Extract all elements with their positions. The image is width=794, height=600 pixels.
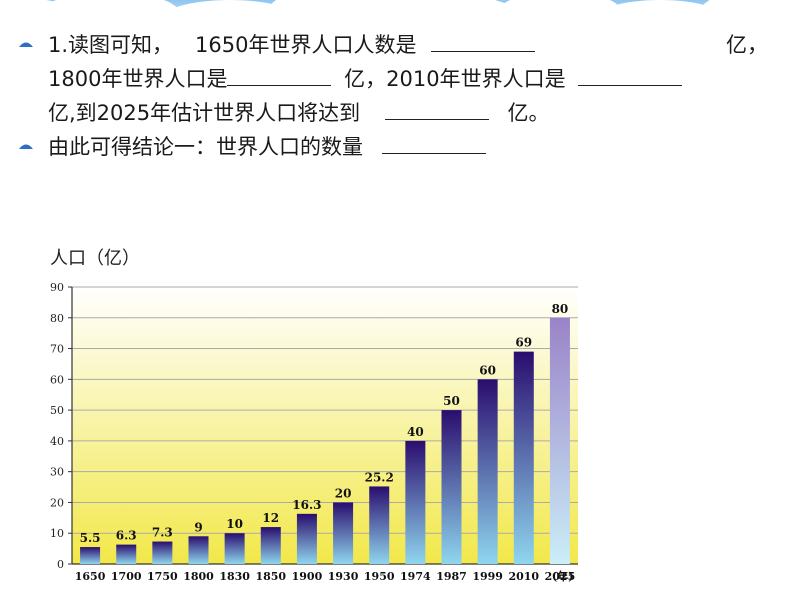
x-tick-label-1750: 1750	[147, 570, 178, 583]
q1-2010-label: 亿，2010年世界人口是	[344, 67, 566, 91]
data-label-2010: 69	[515, 336, 532, 350]
data-label-1800: 9	[194, 520, 202, 534]
x-tick-label-2010: 2010	[508, 570, 539, 583]
data-label-1974: 40	[407, 425, 424, 439]
x-tick-label-1999: 1999	[472, 570, 503, 583]
blank-2025[interactable]	[384, 97, 489, 120]
x-tick-label-1987: 1987	[436, 570, 467, 583]
data-label-1750: 7.3	[152, 526, 173, 540]
plot-background	[72, 287, 578, 564]
q1-intro: 1.读图可知，	[48, 33, 174, 57]
bar-1750	[152, 541, 173, 564]
data-label-1930: 20	[335, 486, 352, 500]
unit-yi-3: 亿。	[507, 101, 550, 125]
y-tick-label: 90	[50, 281, 64, 294]
bar-1930	[333, 502, 354, 564]
y-tick-label: 80	[50, 312, 64, 325]
bar-1999	[477, 379, 498, 564]
bullet-icon	[19, 42, 33, 47]
data-label-1999: 60	[479, 363, 496, 377]
conclusion-text: 由此可得结论一：世界人口的数量	[48, 135, 363, 159]
blank-1800[interactable]	[227, 63, 332, 86]
x-tick-label-1800: 1800	[183, 570, 214, 583]
y-tick-label: 50	[50, 404, 64, 417]
data-label-1650: 5.5	[80, 531, 101, 545]
y-tick-label: 40	[50, 435, 64, 448]
cloud-banner	[0, 0, 794, 44]
bar-1650	[80, 547, 101, 564]
bar-1700	[116, 544, 137, 564]
data-label-1700: 6.3	[116, 529, 137, 543]
x-tick-label-1700: 1700	[111, 570, 142, 583]
bar-1900	[296, 513, 317, 564]
q1-1800-label: 1800年世界人口是	[48, 67, 228, 91]
blank-conclusion[interactable]	[381, 131, 486, 154]
bar-2010	[513, 351, 534, 564]
y-tick-label: 70	[50, 343, 64, 356]
x-tick-label-1830: 1830	[219, 570, 250, 583]
bar-chart: 人口（亿） 0 10 20 30 40 50 60 70 80 90 5.5 1650 6.3 1700 7.…	[50, 248, 578, 583]
population-chart: 人口（亿） 0 10 20 30 40 50 60 70 80 90 5.5 1650 6.3 1700 7.…	[0, 240, 794, 596]
bar-2025	[549, 317, 570, 564]
x-tick-label-1650: 1650	[75, 570, 106, 583]
data-label-1900: 16.3	[292, 498, 321, 512]
bar-1830	[224, 533, 245, 564]
y-tick-label: 20	[50, 496, 64, 509]
bar-1850	[260, 527, 281, 564]
x-tick-label-1950: 1950	[364, 570, 395, 583]
unit-yi-1: 亿，	[726, 33, 768, 57]
x-axis-unit: (年)	[552, 569, 573, 583]
y-tick-label: 0	[57, 558, 64, 571]
x-tick-label-1850: 1850	[255, 570, 286, 583]
y-tick-label: 60	[50, 373, 64, 386]
data-label-1987: 50	[443, 394, 460, 408]
blank-2010[interactable]	[578, 63, 683, 86]
data-label-1850: 12	[262, 511, 279, 525]
bar-1800	[188, 536, 209, 564]
x-tick-label-1974: 1974	[400, 570, 431, 583]
y-tick-label: 30	[50, 466, 64, 479]
x-tick-label-2025: 2025	[545, 570, 576, 583]
bullet-icon	[19, 144, 33, 149]
blank-1650[interactable]	[431, 29, 536, 52]
q1-1650-label: 1650年世界人口人数是	[195, 33, 417, 57]
x-tick-label-1900: 1900	[292, 570, 323, 583]
y-axis-label: 人口（亿）	[50, 248, 140, 269]
data-label-2025: 80	[552, 302, 569, 316]
x-tick-label-1930: 1930	[328, 570, 359, 583]
bar-1950	[369, 486, 390, 564]
bar-1987	[441, 410, 462, 564]
y-tick-label: 10	[50, 527, 64, 540]
q1-2025-label: 亿,到2025年估计世界人口将达到	[48, 101, 361, 125]
data-label-1830: 10	[226, 517, 243, 531]
bar-1974	[405, 440, 426, 564]
data-label-1950: 25.2	[365, 470, 394, 484]
